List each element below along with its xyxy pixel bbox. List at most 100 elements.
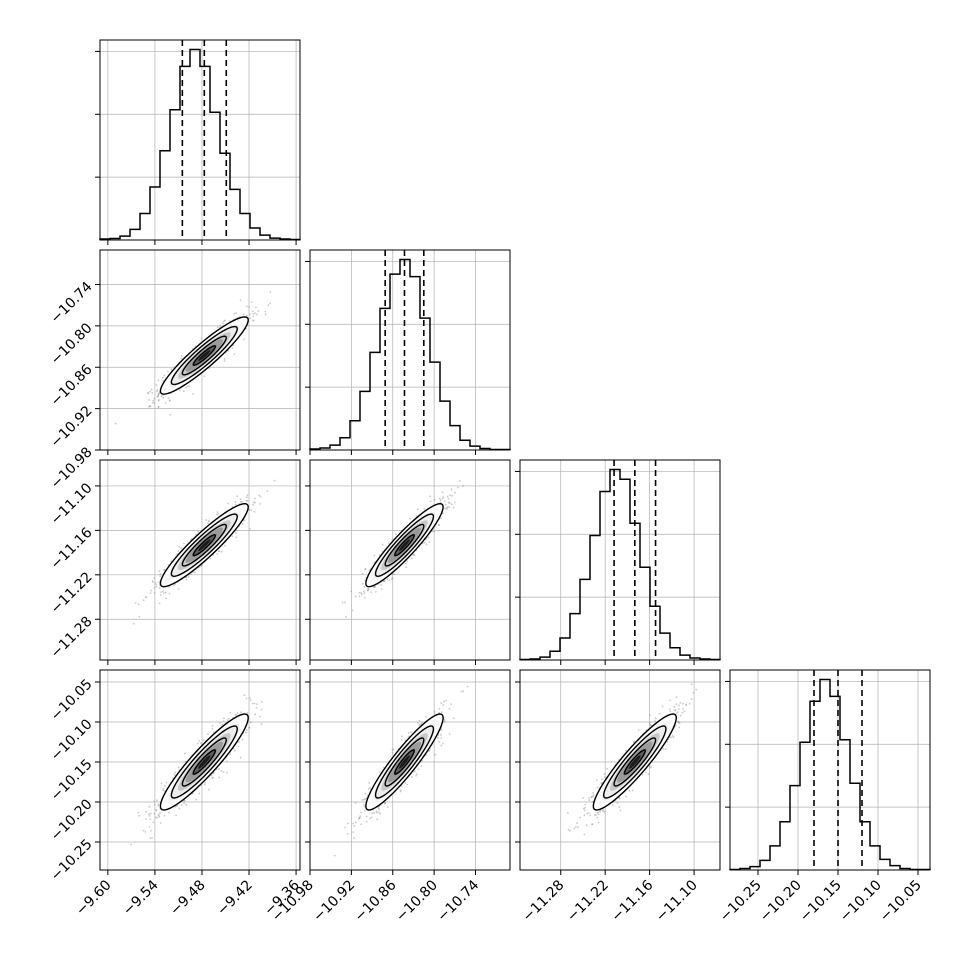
sample-point [255,313,258,316]
sample-point [379,812,381,815]
sample-point [233,312,236,315]
contour-line [170,513,238,577]
sample-point [661,705,664,708]
sample-point [167,370,169,373]
sample-point [631,789,634,792]
sample-point [677,721,680,724]
sample-point [417,722,419,724]
sample-point [188,385,191,388]
sample-point [246,314,248,317]
scatter-panel: −10.98−10.92−10.86−10.80−10.74 [269,669,511,925]
sample-point [440,734,442,736]
sample-point [151,580,154,582]
sample-point [618,797,621,800]
sample-point [239,299,242,302]
panel-frame [729,669,931,871]
sample-point [409,517,412,520]
sample-point [248,306,251,309]
sample-point [354,801,357,804]
sample-point [418,719,421,722]
sample-point [254,713,257,716]
sample-point [157,406,160,409]
sample-point [175,814,177,817]
sample-point [269,302,272,305]
sample-point [249,317,252,320]
sample-point [170,368,173,371]
sample-point [363,585,366,588]
sample-point [222,717,225,720]
sample-point [156,799,158,802]
sample-point [251,702,254,705]
contour-line [394,749,415,775]
sample-point [341,601,344,604]
sample-point [249,721,252,724]
sample-point [358,595,361,598]
sample-point [173,773,176,776]
sample-point [168,592,171,595]
y-tick-label: −10.20 [48,796,96,844]
y-tick-label: −10.74 [48,279,96,327]
sample-point [249,699,252,702]
sample-point [597,821,600,824]
sample-point [243,694,246,696]
sample-point [138,814,141,817]
sample-point [210,774,213,777]
sample-point [266,490,269,492]
sample-point [345,615,347,618]
sample-point [153,812,156,815]
sample-point [418,724,421,727]
sample-point [425,543,428,546]
density-shade [399,539,410,551]
density-shade [198,755,211,769]
sample-point [419,723,421,726]
sample-point [190,573,192,576]
sample-point [381,543,384,546]
sample-point [439,501,442,504]
sample-point [163,814,166,817]
sample-point [404,782,407,784]
sample-point [211,727,214,730]
density-shade [198,539,211,551]
contour-line [170,725,238,799]
sample-point [185,804,188,806]
sample-point [347,822,349,825]
sample-point [231,347,234,350]
sample-point [368,786,371,789]
sample-point [162,590,165,593]
sample-point [466,685,469,688]
sample-point [253,501,256,504]
sample-point [148,399,150,401]
sample-point [248,726,250,729]
sample-point [177,588,180,590]
sample-point [157,803,160,806]
sample-point [219,324,222,327]
sample-point [149,812,152,815]
sample-point [193,571,196,574]
histogram-panel [95,39,301,245]
sample-point [446,506,449,508]
sample-point [183,752,186,755]
contour-line [365,713,444,811]
sample-point [360,811,362,814]
sample-point [353,824,356,827]
sample-point [358,591,361,594]
sample-point [252,319,255,322]
sample-point [216,768,218,771]
sample-point [192,392,195,395]
sample-point [364,809,366,812]
sample-point [229,711,232,714]
sample-point [164,591,167,594]
sample-point [434,753,437,756]
sample-point [158,587,161,590]
sample-point [233,353,236,355]
sample-point [217,512,220,515]
sample-point [199,742,202,744]
x-tick-label: −10.25 [717,877,765,925]
sample-point [200,565,203,568]
sample-point [154,581,157,584]
sample-point [163,374,166,377]
sample-point [153,803,156,806]
sample-point [391,576,394,579]
sample-point [234,713,237,716]
sample-point [233,749,236,752]
